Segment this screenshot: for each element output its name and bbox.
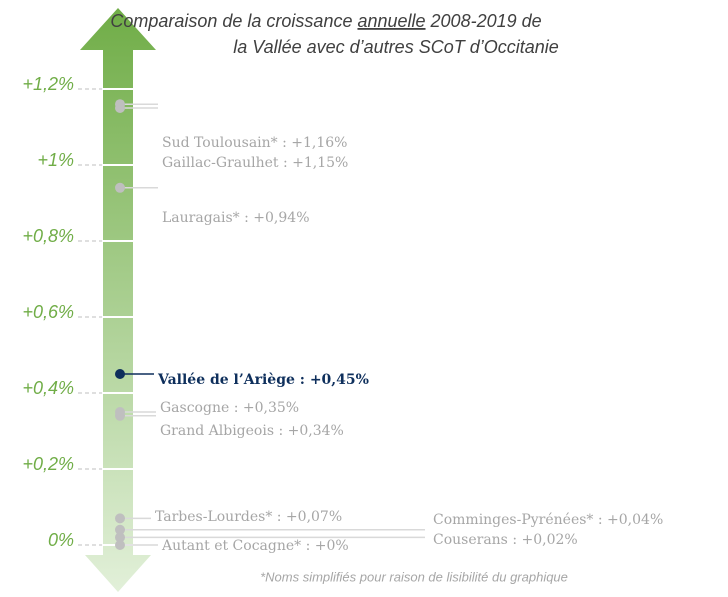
title-part: annuelle bbox=[357, 11, 425, 31]
point-label: Comminges-Pyrénées* : +0,04% bbox=[433, 512, 663, 528]
title-part: Comparaison de la croissance bbox=[110, 11, 357, 31]
dot bbox=[115, 540, 125, 550]
footnote: *Noms simplifiés pour raison de lisibili… bbox=[260, 569, 568, 584]
chart-title: Comparaison de la croissance annuelle 20… bbox=[110, 11, 541, 31]
arrow bbox=[80, 8, 156, 592]
dot bbox=[115, 513, 125, 524]
y-tick-label: +0,2% bbox=[22, 454, 74, 474]
point-label: Tarbes-Lourdes* : +0,07% bbox=[155, 509, 342, 525]
point-label: Vallée de l’Ariège : +0,45% bbox=[157, 372, 369, 388]
point-label: Autant et Cocagne* : +0% bbox=[161, 538, 349, 554]
dot bbox=[115, 369, 125, 379]
dot bbox=[115, 410, 125, 421]
point-label: Grand Albigeois : +0,34% bbox=[160, 423, 344, 439]
point-label: Lauragais* : +0,94% bbox=[162, 210, 310, 226]
dot bbox=[115, 524, 125, 535]
title-part: 2008-2019 de bbox=[426, 11, 542, 31]
y-tick-label: +1,2% bbox=[22, 74, 74, 94]
dot bbox=[115, 532, 125, 543]
y-tick-label: +0,4% bbox=[22, 378, 74, 398]
y-tick-label: +0,6% bbox=[22, 302, 74, 322]
y-tick-label: 0% bbox=[48, 530, 74, 550]
y-tick-label: +0,8% bbox=[22, 226, 74, 246]
chart-subtitle: la Vallée avec d’autres SCoT d’Occitanie bbox=[233, 37, 559, 57]
point-label: Sud Toulousain* : +1,16% bbox=[162, 135, 348, 151]
point-label: Couserans : +0,02% bbox=[433, 532, 578, 548]
point-label: Gaillac-Graulhet : +1,15% bbox=[162, 155, 348, 171]
dot bbox=[115, 103, 125, 113]
y-tick-label: +1% bbox=[37, 150, 74, 170]
dot bbox=[115, 182, 125, 193]
point-label: Gascogne : +0,35% bbox=[160, 400, 299, 416]
